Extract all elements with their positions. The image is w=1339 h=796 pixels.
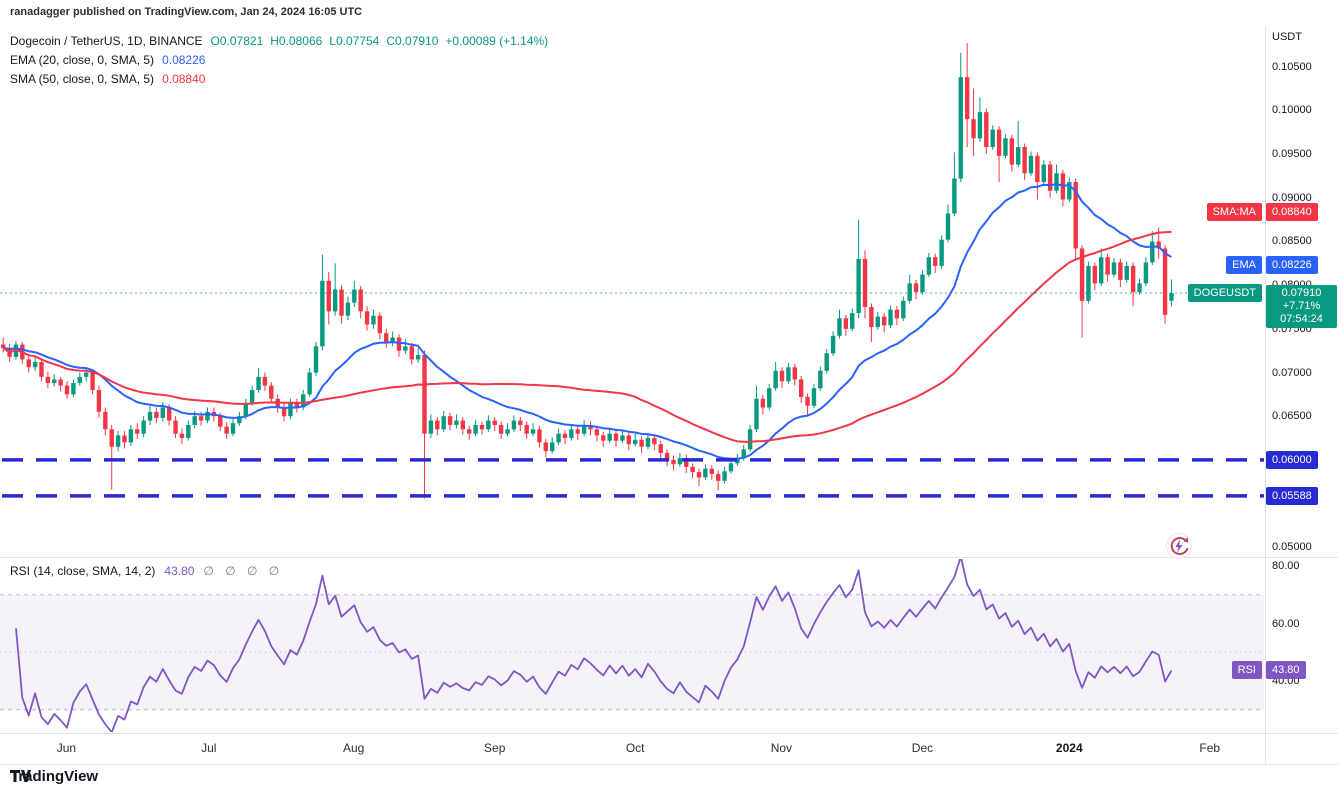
time-axis-border	[0, 733, 1339, 734]
time-tick: Sep	[484, 741, 506, 755]
sma-legend-label[interactable]: SMA (50, close, 0, SMA, 5)	[10, 71, 155, 86]
time-tick: Jun	[56, 741, 77, 755]
price-tick: 0.09500	[1272, 148, 1312, 161]
tradingview-logo-icon	[10, 770, 31, 782]
support-level-1-value: 0.06000	[1266, 450, 1318, 469]
axis-currency-label: USDT	[1272, 31, 1302, 43]
time-tick: Aug	[342, 741, 365, 755]
support-level-2-value: 0.05588	[1266, 486, 1318, 505]
refresh-flash-icon[interactable]	[1166, 533, 1192, 559]
brand-name: TradingView	[10, 768, 99, 785]
ohlc-value: H0.08066	[270, 33, 323, 48]
ema-axis-value: 0.08226	[1266, 256, 1318, 275]
rsi-hidden-values: ∅ ∅ ∅ ∅	[203, 564, 284, 578]
current-price-countdown: 07:54:24	[1280, 313, 1323, 325]
price-axis[interactable]: USDT 0.10500 0.10000 0.09500 0.09000 0.08500…	[1266, 26, 1339, 733]
symbol-title[interactable]: Dogecoin / TetherUS, 1D, BINANCE	[10, 33, 203, 48]
brand-footer[interactable]: TradingView	[10, 768, 98, 785]
ohlc-values: O0.07821 H0.08066 L0.07754 C0.07910 +0.00089…	[211, 31, 549, 50]
time-axis[interactable]: Jun Jul Aug Sep Oct Nov Dec 2024 Feb	[0, 734, 1265, 764]
price-tick: 0.06500	[1272, 410, 1312, 423]
ema-legend-label[interactable]: EMA (20, close, 0, SMA, 5)	[10, 52, 155, 67]
sma-legend-value: 0.08840	[162, 71, 206, 86]
current-price-change: +7.71%	[1282, 300, 1321, 312]
ohlc-value: +0.00089 (+1.14%)	[445, 33, 549, 48]
time-tick: Dec	[911, 741, 934, 755]
symbol-price-label: DOGEUSDT	[1187, 284, 1262, 302]
pane-divider[interactable]	[0, 557, 1339, 558]
ohlc-value: C0.07910	[386, 33, 439, 48]
price-axis-border	[1265, 26, 1266, 764]
attribution-text: ranadagger published on TradingView.com,…	[10, 6, 363, 18]
time-tick: Oct	[625, 741, 645, 755]
price-tick: 0.05000	[1272, 541, 1312, 554]
ema-line-label: EMA	[1226, 256, 1262, 275]
sma-line-label: SMA:MA	[1206, 202, 1262, 221]
price-tick: 0.09000	[1272, 191, 1312, 204]
rsi-legend-label[interactable]: RSI (14, close, SMA, 14, 2)	[10, 564, 156, 578]
rsi-axis-value: 43.80	[1266, 661, 1306, 680]
rsi-legend-value: 43.80	[164, 564, 195, 578]
attribution-bar: ranadagger published on TradingView.com,…	[0, 0, 1339, 26]
rsi-tick: 80.00	[1272, 560, 1300, 572]
current-price-value: 0.07910	[1281, 287, 1322, 299]
time-tick: Jul	[201, 741, 217, 755]
bottom-border	[0, 764, 1339, 765]
chart-legend: Dogecoin / TetherUS, 1D, BINANCE O0.0782…	[10, 31, 548, 88]
ema-legend-value: 0.08226	[162, 52, 206, 67]
time-tick: 2024	[1055, 741, 1083, 755]
ohlc-value: L0.07754	[329, 33, 380, 48]
current-price-axis-box: 0.07910 +7.71% 07:54:24	[1266, 285, 1337, 328]
price-tick: 0.10500	[1272, 60, 1312, 73]
rsi-tick: 60.00	[1272, 617, 1300, 630]
time-tick: Feb	[1199, 741, 1221, 755]
ohlc-value: O0.07821	[210, 33, 264, 48]
price-tick: 0.07000	[1272, 366, 1312, 379]
rsi-legend: RSI (14, close, SMA, 14, 2) 43.80 ∅ ∅ ∅ …	[10, 564, 283, 578]
sma-axis-value: 0.08840	[1266, 202, 1318, 221]
price-tick: 0.08500	[1272, 235, 1312, 248]
price-tick: 0.10000	[1272, 104, 1312, 117]
rsi-line-label: RSI	[1231, 661, 1262, 680]
time-tick: Nov	[770, 741, 793, 755]
